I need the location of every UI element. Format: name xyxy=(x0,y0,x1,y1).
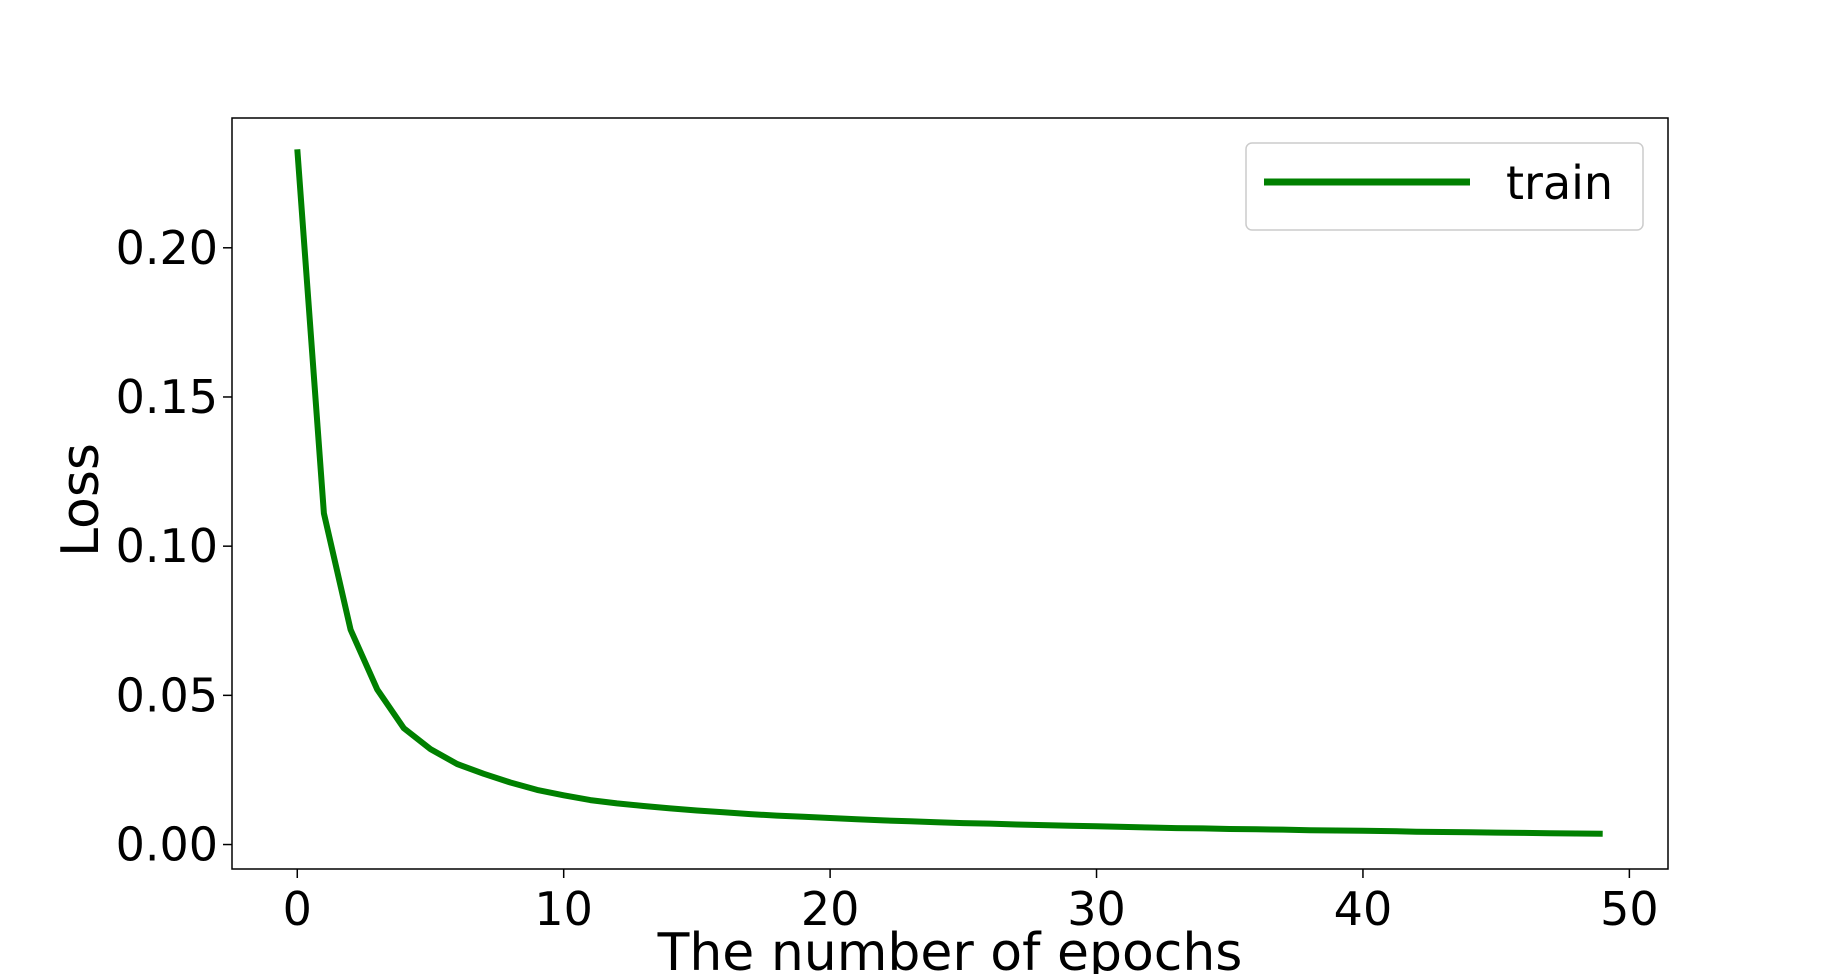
legend-label-train: train xyxy=(1506,156,1613,210)
y-tick-label: 0.10 xyxy=(116,519,218,573)
x-axis: 0 10 20 30 40 50 xyxy=(283,869,1659,936)
y-axis: 0.00 0.05 0.10 0.15 0.20 xyxy=(116,221,232,872)
y-axis-label: Loss xyxy=(51,443,111,557)
y-tick-label: 0.20 xyxy=(116,221,218,275)
y-tick-label: 0.05 xyxy=(116,668,218,722)
x-tick-label: 40 xyxy=(1334,882,1393,936)
legend-box xyxy=(1245,142,1644,231)
y-tick-label: 0.15 xyxy=(116,370,218,424)
x-tick-label: 50 xyxy=(1600,882,1659,936)
x-tick-label: 10 xyxy=(534,882,593,936)
x-axis-label: The number of epochs xyxy=(657,923,1243,974)
legend: train xyxy=(1245,142,1644,231)
x-tick-label: 20 xyxy=(801,882,860,936)
x-tick-label: 0 xyxy=(283,882,312,936)
series-line-train xyxy=(294,149,1603,837)
plot-area xyxy=(294,149,1603,837)
x-tick-label: 30 xyxy=(1067,882,1126,936)
plot-frame xyxy=(231,117,1669,870)
y-tick-label: 0.00 xyxy=(116,818,218,872)
